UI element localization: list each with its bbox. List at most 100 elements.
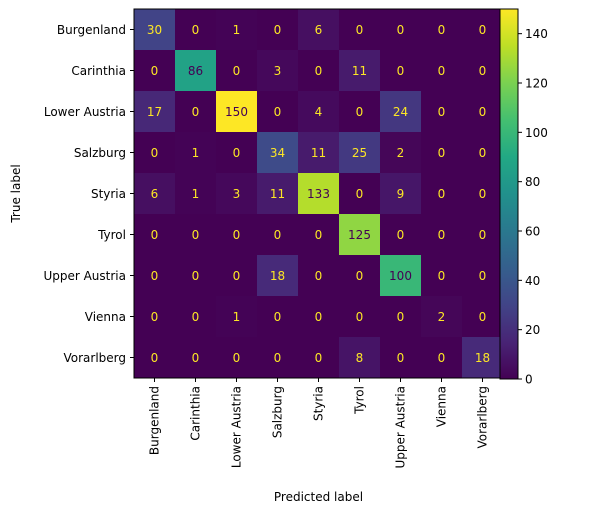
heatmap-cell-label: 0 xyxy=(397,228,405,242)
heatmap-cell xyxy=(298,9,340,51)
y-axis-title: True label xyxy=(9,164,23,223)
heatmap-cell xyxy=(339,214,381,256)
heatmap-cell-label: 125 xyxy=(348,228,371,242)
heatmap-cell-label: 0 xyxy=(151,310,159,324)
heatmap-cell-labels: 30 0 1 0 6 0 0 0 00 86 0 3 0 11 0 0 017 0 150 0 4 0 24 0 00 1 0 34 1… xyxy=(147,23,490,365)
y-tick-label: Lower Austria xyxy=(44,105,126,119)
heatmap-cell-label: 4 xyxy=(315,105,323,119)
heatmap-cell xyxy=(298,214,340,256)
heatmap-cell-label: 0 xyxy=(233,64,241,78)
heatmap-cell-label: 0 xyxy=(479,310,487,324)
heatmap-cell-label: 0 xyxy=(479,64,487,78)
heatmap-cell xyxy=(257,173,299,215)
heatmap-cell xyxy=(257,9,299,51)
heatmap-cell xyxy=(380,91,422,133)
heatmap-cell xyxy=(134,337,176,379)
heatmap-cell-label: 0 xyxy=(315,310,323,324)
colorbar-gradient xyxy=(499,8,519,380)
heatmap-cell-label: 0 xyxy=(479,228,487,242)
heatmap-cell xyxy=(175,9,217,51)
heatmap-cell xyxy=(257,255,299,297)
heatmap-cell-label: 0 xyxy=(315,269,323,283)
heatmap-cell-label: 0 xyxy=(233,269,241,283)
heatmap-cell-label: 0 xyxy=(479,269,487,283)
heatmap-cell xyxy=(380,9,422,51)
heatmap-cell xyxy=(462,337,504,379)
heatmap-cell-label: 0 xyxy=(438,146,446,160)
heatmap-cell-label: 0 xyxy=(151,228,159,242)
heatmap-cell xyxy=(257,91,299,133)
heatmap-cell xyxy=(339,296,381,338)
heatmap-cell xyxy=(175,296,217,338)
heatmap-cell xyxy=(298,50,340,92)
heatmap-cell xyxy=(134,173,176,215)
heatmap-cell-label: 86 xyxy=(188,64,203,78)
heatmap-cell xyxy=(134,132,176,174)
heatmap-cell-label: 6 xyxy=(315,23,323,37)
heatmap-cell-label: 100 xyxy=(389,269,412,283)
heatmap-cell-label: 0 xyxy=(438,269,446,283)
heatmap-cell-label: 0 xyxy=(438,64,446,78)
heatmap-cell xyxy=(216,214,258,256)
heatmap-cell xyxy=(421,337,463,379)
heatmap-cell xyxy=(257,296,299,338)
heatmap-cell xyxy=(175,337,217,379)
heatmap-cell-label: 0 xyxy=(233,351,241,365)
heatmap-cell xyxy=(216,9,258,51)
x-tick-label: Vorarlberg xyxy=(476,386,490,449)
heatmap-cell xyxy=(462,255,504,297)
heatmap-cell-label: 0 xyxy=(151,146,159,160)
heatmap-cell xyxy=(257,50,299,92)
heatmap-cell xyxy=(298,296,340,338)
colorbar-tick-label: 120 xyxy=(525,77,548,91)
heatmap-cell-label: 34 xyxy=(270,146,285,160)
heatmap-cell xyxy=(421,132,463,174)
heatmap-cell-label: 0 xyxy=(233,228,241,242)
heatmap-cell-label: 0 xyxy=(274,23,282,37)
y-tick-label: Vienna xyxy=(85,310,126,324)
heatmap-cell xyxy=(298,255,340,297)
heatmap-cell-label: 0 xyxy=(479,146,487,160)
heatmap-cell-label: 0 xyxy=(192,351,200,365)
heatmap-cell-label: 0 xyxy=(274,228,282,242)
heatmap-cell xyxy=(298,132,340,174)
colorbar: 0 20 40 60 80 100 120 140 xyxy=(499,8,548,387)
heatmap-cell-label: 150 xyxy=(225,105,248,119)
heatmap-cell xyxy=(298,91,340,133)
heatmap-cell-label: 0 xyxy=(438,351,446,365)
x-axis-ticks: Burgenland Carinthia Lower Austria Salzburg… xyxy=(148,378,490,469)
heatmap-cell-label: 24 xyxy=(393,105,408,119)
heatmap-cell xyxy=(339,50,381,92)
heatmap-cell xyxy=(175,91,217,133)
heatmap-cell xyxy=(339,132,381,174)
heatmap-cell xyxy=(175,214,217,256)
heatmap-cell xyxy=(380,214,422,256)
colorbar-tick-label: 80 xyxy=(525,175,540,189)
heatmap-cell-label: 0 xyxy=(356,105,364,119)
heatmap-cell-label: 0 xyxy=(315,351,323,365)
heatmap-cell-label: 0 xyxy=(356,310,364,324)
heatmap-cell xyxy=(462,296,504,338)
heatmap-cell xyxy=(421,255,463,297)
colorbar-tick-label: 0 xyxy=(525,373,533,387)
colorbar-tick-label: 60 xyxy=(525,225,540,239)
y-axis-ticks: Burgenland Carinthia Lower Austria Salzburg… xyxy=(43,23,134,365)
heatmap-cell xyxy=(380,337,422,379)
heatmap-cell xyxy=(339,91,381,133)
heatmap-cell xyxy=(462,9,504,51)
heatmap-cell-label: 0 xyxy=(274,105,282,119)
heatmap-cell-label: 3 xyxy=(274,64,282,78)
heatmap-cell-label: 30 xyxy=(147,23,162,37)
heatmap-cell xyxy=(462,132,504,174)
heatmap-cell xyxy=(298,173,340,215)
x-tick-label: Tyrol xyxy=(353,386,367,415)
heatmap-cell xyxy=(421,9,463,51)
heatmap-cell-label: 18 xyxy=(475,351,490,365)
heatmap-cell xyxy=(257,214,299,256)
heatmap-cell-label: 0 xyxy=(274,310,282,324)
heatmap-cell xyxy=(380,255,422,297)
heatmap-cell-label: 0 xyxy=(356,187,364,201)
heatmap-cell-label: 0 xyxy=(274,351,282,365)
heatmap-cell xyxy=(421,173,463,215)
heatmap-cell-label: 11 xyxy=(311,146,326,160)
